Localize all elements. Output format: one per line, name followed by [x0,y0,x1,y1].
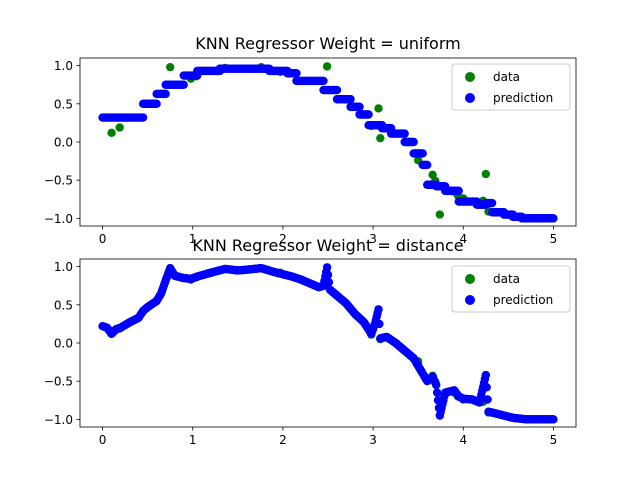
plot-area [98,62,558,223]
legend-label-data: data [493,272,520,286]
prediction-point [322,263,332,272]
prediction-point [481,370,491,380]
prediction-point [364,110,373,119]
legend-label-prediction: prediction [493,293,553,307]
subplot-distance: 0 1 2 3 4 5 −1.0 −0.5 0.0 0.5 1.0 data prediction [44,258,577,447]
data-point [374,104,383,113]
y-tick-label: 1.0 [54,59,73,73]
axis-ticks: 0 1 2 3 4 5 −1.0 −0.5 0.0 0.5 1.0 [44,57,577,246]
x-tick-label: 0 [99,433,107,447]
data-point [165,62,175,72]
data-point [115,123,124,132]
prediction-point [319,76,328,86]
x-tick-label: 3 [369,433,377,447]
prediction-point [549,214,558,223]
data-point [481,169,491,179]
prediction-point [324,277,334,287]
prediction-point [374,305,383,314]
prediction-point [423,160,432,170]
prediction-point [323,270,333,279]
x-tick-label: 1 [189,433,197,447]
x-tick-label: 0 [99,232,107,246]
prediction-point [483,395,492,404]
legend-marker-prediction [465,93,475,103]
x-tick-label: 5 [550,232,558,246]
prediction-point [409,137,418,147]
prediction-point [375,319,384,329]
x-tick-label: 1 [189,232,197,246]
y-tick-label: 0.0 [54,337,73,351]
legend-box [451,265,571,313]
axis-ticks: 0 1 2 3 4 5 −1.0 −0.5 0.0 0.5 1.0 [44,258,577,447]
plot-area [98,263,558,424]
prediction-point [487,198,497,208]
x-tick-label: 4 [459,232,467,246]
legend: data prediction [451,265,571,313]
y-tick-label: 0.0 [54,136,73,150]
data-point [322,62,332,71]
prediction-point [482,383,491,392]
legend: data prediction [451,63,571,111]
prediction-point [292,69,301,78]
prediction-point [152,99,161,109]
prediction-point [161,89,170,99]
legend-marker-data [465,274,475,284]
legend-marker-data [465,72,475,82]
prediction-point [332,85,342,95]
legend-marker-prediction [465,295,475,305]
legend-label-data: data [493,70,520,84]
y-tick-label: 1.0 [54,260,73,274]
y-tick-label: −0.5 [44,174,73,188]
prediction-point [432,380,441,390]
subplot-uniform: KNN Regressor Weight = uniform 0 1 2 3 4 5 −1.… [44,34,577,246]
y-tick-label: −1.0 [44,413,73,427]
prediction-point [179,80,188,89]
prediction-point [346,95,355,104]
y-tick-label: 0.5 [54,97,73,111]
x-tick-label: 4 [459,433,467,447]
prediction-point [400,129,409,138]
prediction-point [418,149,427,158]
data-point [107,128,116,138]
subplot-title: KNN Regressor Weight = distance [192,236,463,255]
y-tick-label: 0.5 [54,298,73,312]
y-tick-label: −0.5 [44,375,73,389]
prediction-point [549,415,558,424]
legend-box [451,63,571,111]
y-tick-label: −1.0 [44,212,73,226]
x-tick-label: 2 [279,232,287,246]
x-tick-label: 3 [369,232,377,246]
prediction-point [355,102,364,112]
legend-label-prediction: prediction [493,91,553,105]
x-tick-label: 2 [279,433,287,447]
prediction-point [454,186,463,196]
data-point [376,133,385,143]
data-point [435,210,445,219]
x-tick-label: 5 [550,433,558,447]
prediction-point [432,388,442,397]
prediction-point [138,113,148,122]
subplot-title: KNN Regressor Weight = uniform [195,34,460,53]
